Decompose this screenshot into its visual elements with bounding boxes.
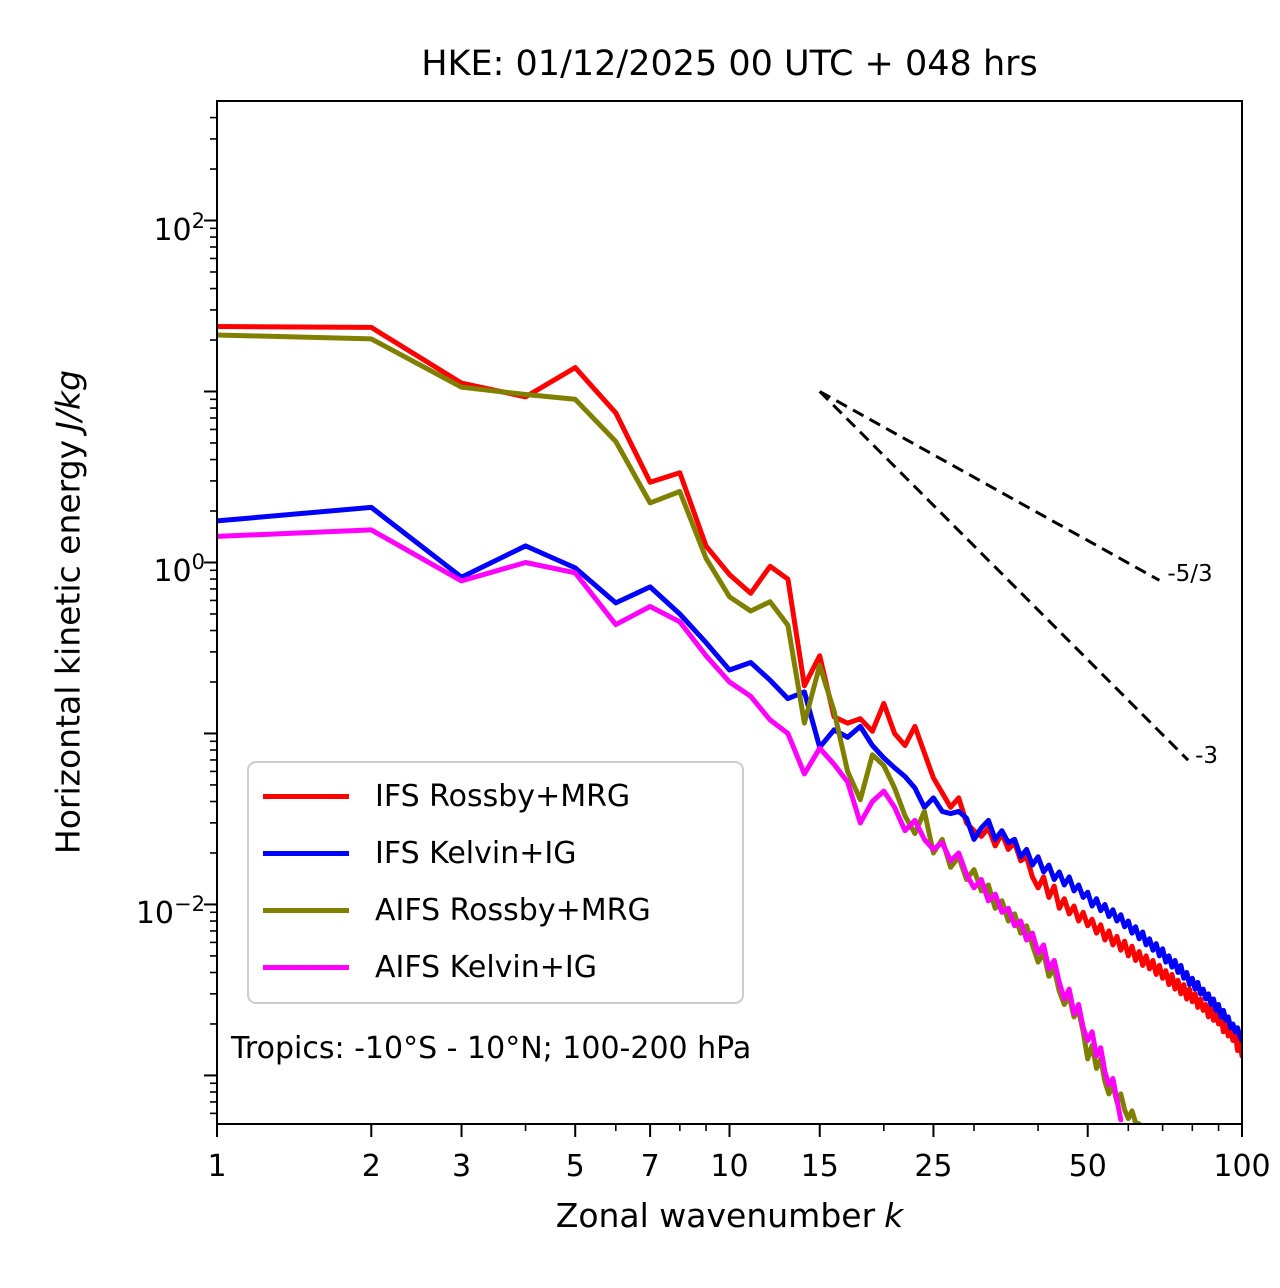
x-axis-label-text: Zonal wavenumber: [555, 1196, 876, 1235]
x-tick-label: 5: [566, 1149, 585, 1184]
y-tick-label-001: 10−2: [135, 892, 205, 932]
legend-item: AIFS Rossby+MRG: [249, 882, 742, 939]
y-tick-label-1: 100: [153, 550, 205, 590]
reference-line-5-3: [819, 390, 1161, 582]
legend-label: AIFS Rossby+MRG: [375, 893, 651, 928]
legend-line-sample-olive: [263, 908, 349, 913]
legend-label: IFS Kelvin+IG: [375, 836, 577, 871]
legend-item: AIFS Kelvin+IG: [249, 939, 742, 996]
legend-line-sample-red: [263, 794, 349, 799]
y-axis-label-units: J/kg: [48, 369, 88, 431]
legend-label: IFS Rossby+MRG: [375, 779, 631, 814]
x-tick-label: 10: [710, 1149, 748, 1184]
legend-line-sample-blue: [263, 851, 349, 856]
legend: IFS Rossby+MRG IFS Kelvin+IG AIFS Rossby…: [247, 761, 744, 1004]
x-tick-label: 2: [362, 1149, 381, 1184]
x-tick-label: 50: [1069, 1149, 1107, 1184]
x-axis-label-symbol: k: [884, 1196, 904, 1235]
x-tick-label: 15: [801, 1149, 839, 1184]
legend-label: AIFS Kelvin+IG: [375, 950, 597, 985]
legend-item: IFS Rossby+MRG: [249, 768, 742, 825]
chart-title: HKE: 01/12/2025 00 UTC + 048 hrs: [421, 44, 1038, 84]
x-tick-label: 7: [641, 1149, 660, 1184]
legend-item: IFS Kelvin+IG: [249, 825, 742, 882]
x-tick-label: 25: [914, 1149, 952, 1184]
region-annotation: Tropics: -10°S - 10°N; 100-200 hPa: [231, 1031, 752, 1066]
series-line-aifs-kelvin-ig: [217, 527, 1124, 1123]
legend-line-sample-magenta: [263, 965, 349, 970]
series-line-ifs-rossby-mrg: [217, 324, 1242, 1059]
y-tick-label-100: 102: [153, 208, 205, 248]
x-axis-label: Zonal wavenumber k: [217, 1196, 1242, 1235]
series-line-ifs-kelvin-ig: [217, 504, 1242, 1043]
series-line-aifs-rossby-mrg: [217, 332, 1142, 1124]
slope-label-53: -5/3: [1167, 561, 1213, 588]
x-tick-label: 100: [1213, 1149, 1270, 1184]
x-tick-label: 1: [207, 1149, 226, 1184]
x-tick-label: 3: [452, 1149, 471, 1184]
slope-label-3: -3: [1195, 742, 1219, 769]
reference-line-3: [818, 390, 1190, 762]
y-axis-label: Horizontal kinetic energy J/kg: [49, 370, 88, 854]
y-axis-label-text: Horizontal kinetic energy: [48, 439, 88, 855]
